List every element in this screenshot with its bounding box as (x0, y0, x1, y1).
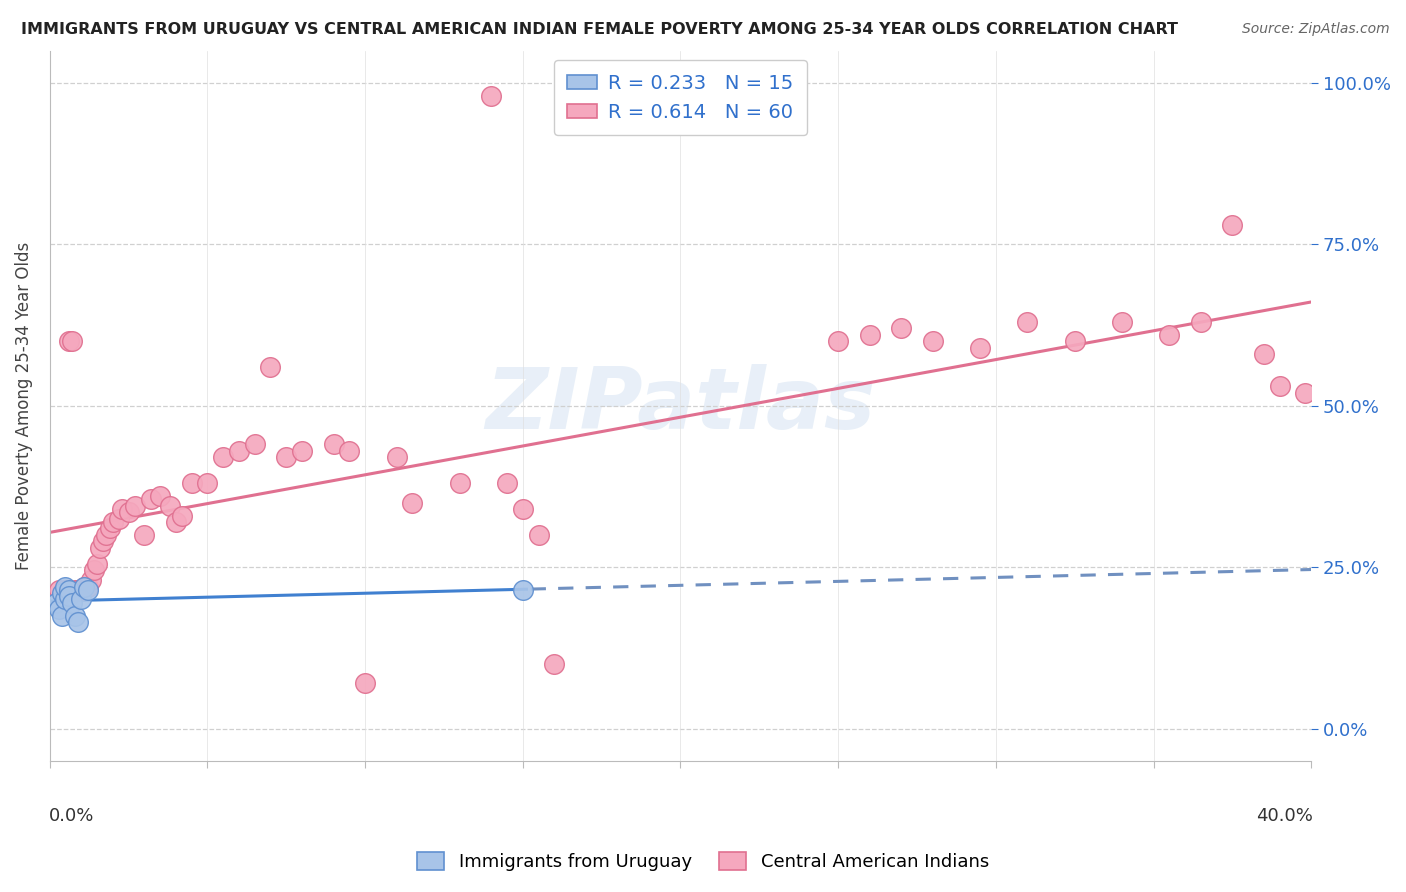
Point (101, 515, 124, 529)
Point (51, 586, 73, 600)
Point (1220, 218, 1243, 232)
Point (76, 580, 98, 594)
Point (124, 499, 146, 513)
Point (385, 450, 408, 465)
Point (55, 580, 77, 594)
Point (527, 528, 550, 542)
Point (67, 615, 90, 629)
Point (139, 492, 162, 507)
Point (890, 321, 912, 335)
Point (354, 676, 377, 690)
Point (51, 608, 73, 623)
Point (827, 334, 849, 349)
Point (449, 476, 471, 491)
Point (259, 359, 281, 374)
Point (228, 444, 250, 458)
Point (79, 573, 101, 587)
Point (70, 582, 93, 597)
Point (180, 476, 202, 491)
Point (859, 327, 882, 342)
Point (1268, 379, 1291, 393)
Point (91, 534, 114, 549)
Point (149, 489, 172, 503)
Legend: Immigrants from Uruguay, Central American Indians: Immigrants from Uruguay, Central America… (411, 845, 995, 879)
Point (98, 521, 121, 535)
Point (55, 582, 77, 597)
Point (96, 528, 118, 542)
Point (111, 502, 134, 516)
Point (73, 580, 96, 594)
Point (195, 476, 218, 491)
Point (58, 334, 80, 349)
Point (276, 450, 298, 465)
Point (496, 476, 519, 491)
Text: 40.0%: 40.0% (1256, 807, 1312, 825)
Point (1159, 327, 1181, 342)
Point (159, 499, 181, 513)
Point (48, 602, 70, 616)
Point (63, 582, 86, 597)
Point (86, 557, 108, 571)
Point (58, 589, 80, 603)
Point (291, 444, 314, 458)
Point (60, 596, 83, 610)
Point (89, 541, 111, 555)
Text: Source: ZipAtlas.com: Source: ZipAtlas.com (1241, 22, 1389, 37)
Y-axis label: Female Poverty Among 25-34 Year Olds: Female Poverty Among 25-34 Year Olds (15, 242, 32, 570)
Point (512, 502, 534, 516)
Point (212, 450, 235, 465)
Point (479, 88, 502, 103)
Text: 0.0%: 0.0% (48, 807, 94, 825)
Point (48, 582, 70, 597)
Point (172, 508, 194, 523)
Point (1111, 315, 1133, 329)
Point (55, 592, 77, 607)
Point (337, 444, 360, 458)
Point (60, 334, 83, 349)
Text: IMMIGRANTS FROM URUGUAY VS CENTRAL AMERICAN INDIAN FEMALE POVERTY AMONG 25-34 YE: IMMIGRANTS FROM URUGUAY VS CENTRAL AMERI… (21, 22, 1178, 37)
Point (73, 580, 96, 594)
Point (134, 528, 156, 542)
Point (45, 596, 67, 610)
Point (117, 505, 139, 519)
Point (1189, 315, 1212, 329)
Point (1063, 334, 1085, 349)
Point (1253, 347, 1275, 361)
Point (322, 437, 344, 451)
Point (512, 582, 534, 597)
Point (70, 592, 93, 607)
Point (76, 582, 98, 597)
Point (67, 582, 90, 597)
Point (921, 334, 943, 349)
Legend: R = 0.233   N = 15, R = 0.614   N = 60: R = 0.233 N = 15, R = 0.614 N = 60 (554, 61, 807, 136)
Point (401, 495, 423, 509)
Point (63, 608, 86, 623)
Point (83, 563, 105, 577)
Point (243, 437, 266, 451)
Point (543, 657, 565, 671)
Point (969, 341, 991, 355)
Point (165, 515, 187, 529)
Point (58, 582, 80, 597)
Point (108, 512, 131, 526)
Point (1294, 385, 1316, 400)
Text: ZIPatlas: ZIPatlas (485, 364, 876, 447)
Point (1017, 315, 1039, 329)
